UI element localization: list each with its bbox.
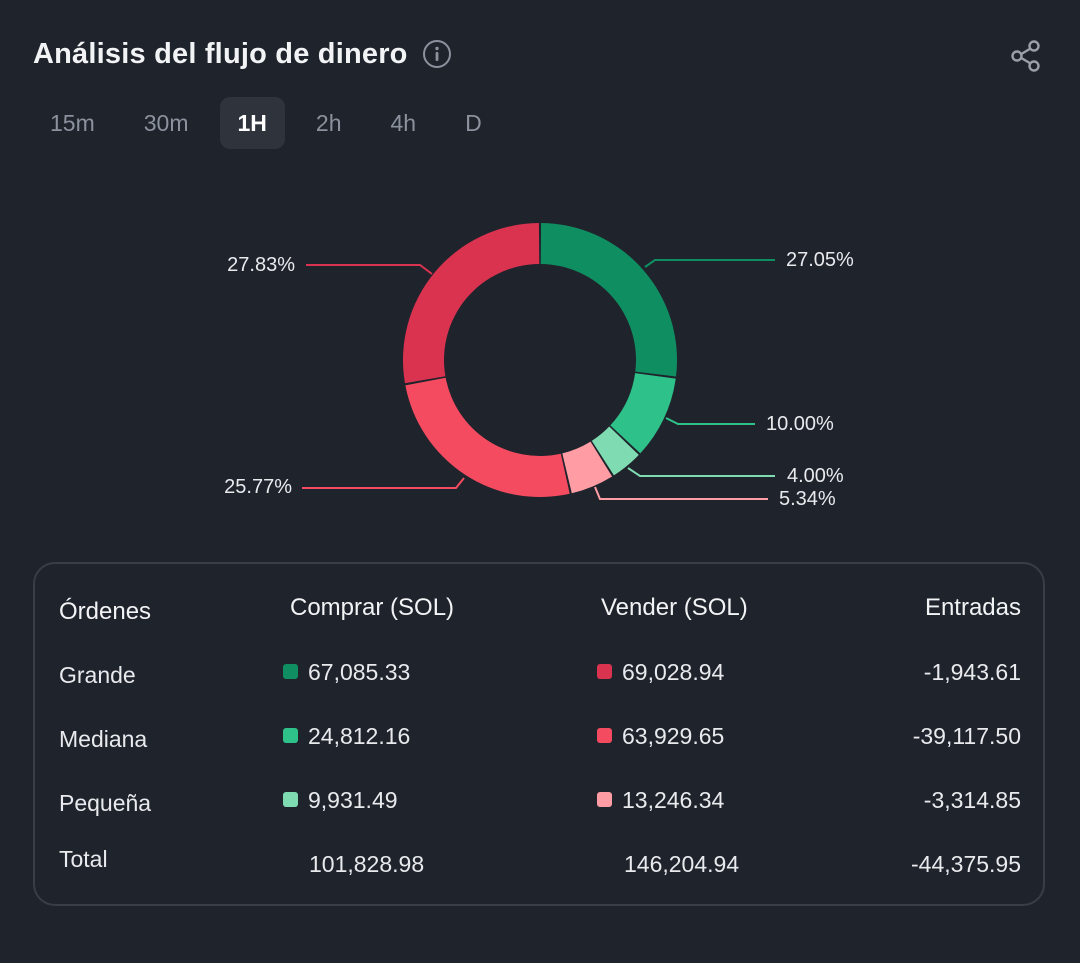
- header-buy: Comprar (SOL): [290, 594, 455, 621]
- sell-large-swatch: [597, 664, 612, 679]
- donut-slice: [591, 426, 639, 476]
- sell-medium-value: 63,929.65: [622, 723, 725, 749]
- header: Análisis del flujo de dinero: [33, 30, 452, 78]
- tab-15m[interactable]: 15m: [50, 110, 95, 136]
- inflow-large-value: -1,943.61: [923, 659, 1021, 685]
- share-icon[interactable]: [1008, 38, 1044, 74]
- total-sell-value: 146,204.94: [624, 851, 740, 877]
- donut-slice: [403, 223, 540, 384]
- total-inflow-value: -44,375.95: [911, 851, 1021, 877]
- buy-small-value: 9,931.49: [308, 787, 398, 813]
- buy-value: 67,085.33: [283, 659, 410, 686]
- buy-value: 24,812.16: [283, 723, 410, 750]
- sell-medium-swatch: [597, 728, 612, 743]
- donut-chart: 27.05% 10.00% 4.00%5.34% 25.77% 27.83%: [224, 223, 854, 510]
- leader-line: [665, 417, 755, 425]
- sell-value: 63,929.65: [597, 723, 724, 750]
- slice-label: 5.34%: [779, 488, 836, 510]
- row-name: Pequeña: [59, 790, 152, 816]
- leader-line: [302, 477, 465, 489]
- leader-line: [594, 486, 768, 500]
- slice-label: 4.00%: [787, 465, 844, 487]
- header-orders: Órdenes: [59, 598, 152, 625]
- page-title: Análisis del flujo de dinero: [33, 37, 408, 70]
- donut-slice: [562, 441, 613, 494]
- sell-small-swatch: [597, 792, 612, 807]
- total-buy-value: 101,828.98: [309, 851, 425, 877]
- tab-2h[interactable]: 2h: [315, 110, 342, 136]
- slice-label: 27.05%: [786, 249, 854, 271]
- total-label: Total: [59, 846, 108, 872]
- sell-small-value: 13,246.34: [622, 787, 725, 813]
- donut-slice: [540, 223, 677, 377]
- timeframe-tabs: 15m 30m 1H 2h 4h D: [32, 97, 513, 149]
- header-inflow: Entradas: [924, 594, 1021, 621]
- buy-large-swatch: [283, 664, 298, 679]
- order-flow-table: Órdenes Comprar (SOL) Vender (SOL) Entra…: [33, 562, 1045, 906]
- sell-large-value: 69,028.94: [622, 659, 725, 685]
- sell-value: 13,246.34: [597, 787, 724, 814]
- donut-slice: [610, 373, 676, 454]
- buy-medium-value: 24,812.16: [308, 723, 411, 749]
- inflow-medium-value: -39,117.50: [912, 723, 1021, 749]
- tab-1h[interactable]: 1H: [219, 97, 285, 149]
- row-name: Grande: [59, 662, 136, 688]
- inflow-small-value: -3,314.85: [923, 787, 1021, 813]
- info-icon[interactable]: [422, 39, 452, 69]
- header-sell: Vender (SOL): [601, 594, 748, 621]
- slice-label: 25.77%: [224, 476, 292, 498]
- sell-value: 69,028.94: [597, 659, 724, 686]
- slice-label: 10.00%: [766, 413, 834, 435]
- slice-label: 27.83%: [227, 254, 295, 276]
- buy-small-swatch: [283, 792, 298, 807]
- row-name: Mediana: [59, 726, 148, 752]
- tab-4h[interactable]: 4h: [390, 110, 417, 136]
- buy-large-value: 67,085.33: [308, 659, 411, 685]
- buy-medium-swatch: [283, 728, 298, 743]
- tab-d[interactable]: D: [465, 110, 482, 136]
- leader-line: [306, 264, 433, 275]
- buy-value: 9,931.49: [283, 787, 398, 814]
- donut-slice: [405, 377, 570, 497]
- leader-line: [627, 467, 775, 477]
- leader-line: [644, 259, 775, 268]
- tab-30m[interactable]: 30m: [143, 110, 189, 136]
